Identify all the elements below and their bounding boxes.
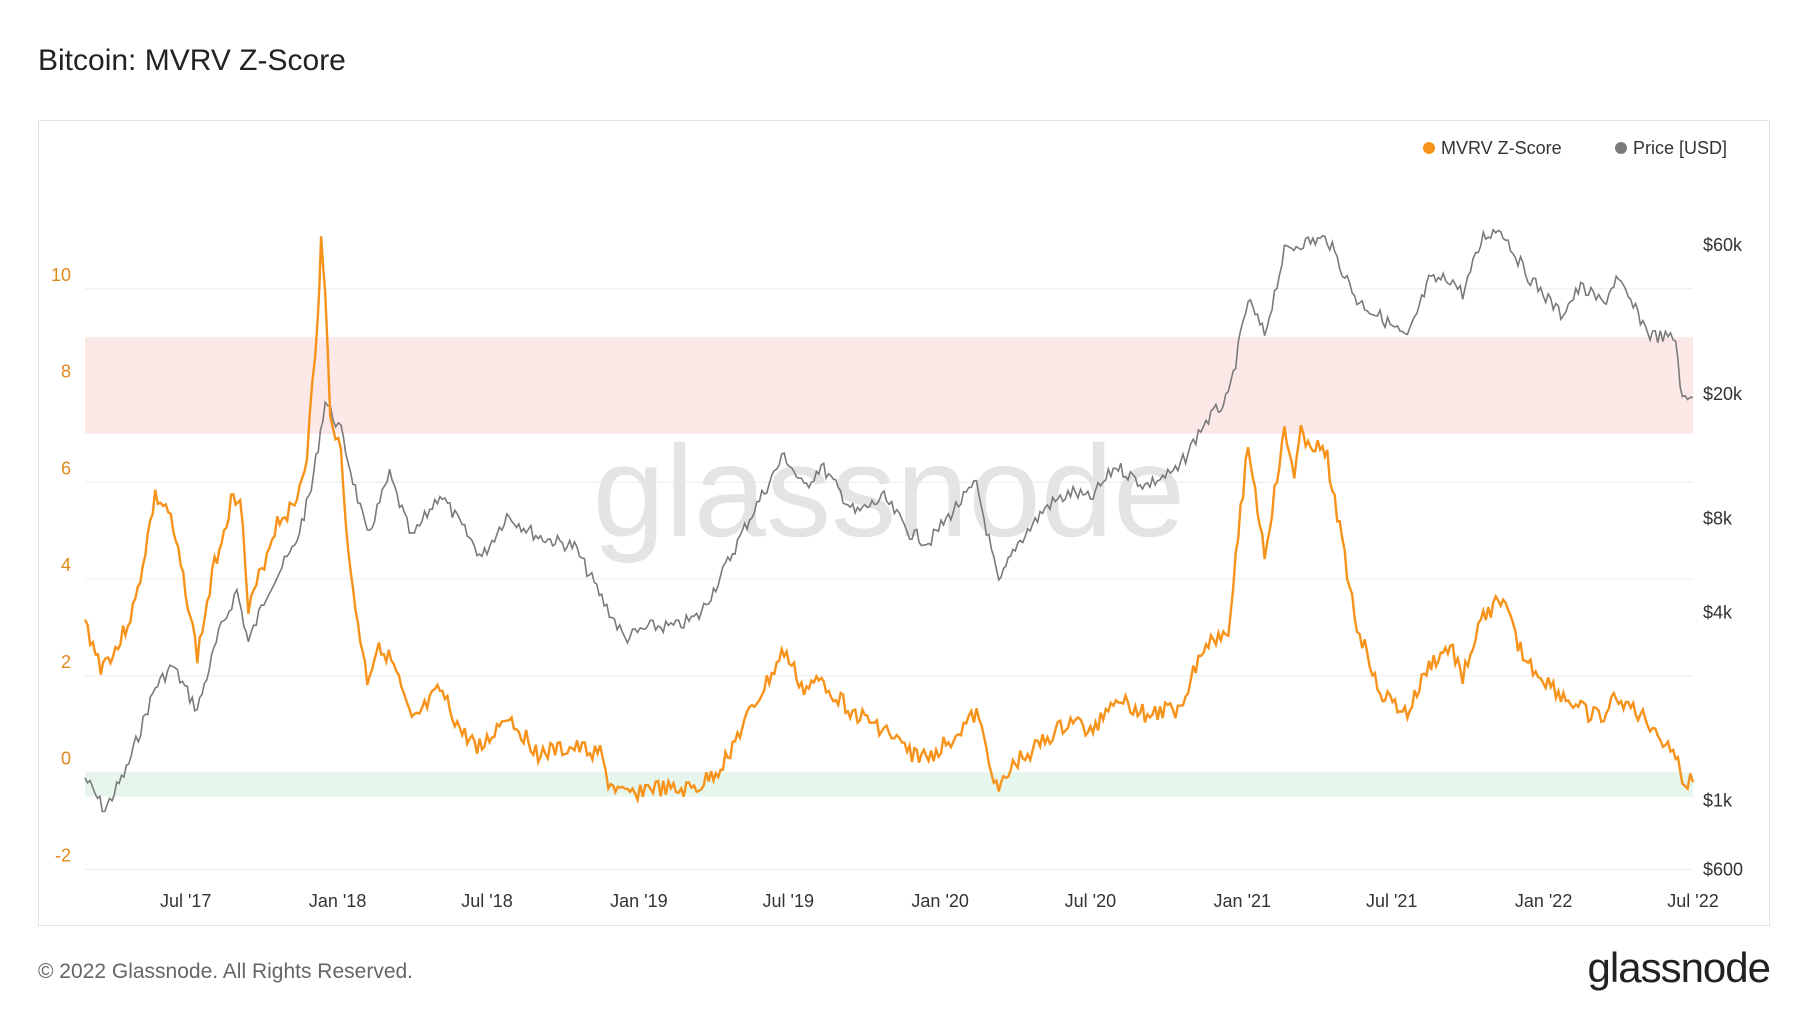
left-axis-tick-label: 0 [61,749,71,769]
x-axis-tick-label: Jan '19 [610,891,667,911]
left-axis-tick-label: 2 [61,652,71,672]
left-axis-tick-label: 6 [61,458,71,478]
chart-title: Bitcoin: MVRV Z-Score [38,44,346,77]
copyright-footer: © 2022 Glassnode. All Rights Reserved. [38,960,414,983]
left-axis-tick-label: 4 [61,555,71,575]
right-axis-tick-label: $20k [1703,384,1743,404]
x-axis-tick-label: Jul '17 [160,891,211,911]
right-axis-tick-label: $8k [1703,508,1733,528]
x-axis-tick-label: Jul '18 [461,891,512,911]
legend-label-mvrv: MVRV Z-Score [1441,138,1562,158]
legend-label-price: Price [USD] [1633,138,1727,158]
x-axis-tick-label: Jul '21 [1366,891,1417,911]
price-line [84,227,1694,813]
chart-panel: glassnode -2 0 2 4 6 8 10 $600 $1k $4k $8k $20k $60k J… [38,120,1770,926]
right-axis-tick-label: $1k [1703,790,1733,810]
watermark: glassnode [593,418,1186,564]
mvrv-zscore-line [83,236,1695,805]
x-axis-tick-label: Jul '19 [763,891,814,911]
x-axis-tick-label: Jan '18 [309,891,366,911]
left-axis-tick-label: 10 [51,265,71,285]
left-axis-tick-label: 8 [61,362,71,382]
left-axis-tick-label: -2 [55,845,71,865]
legend-marker-mvrv [1423,142,1435,154]
right-axis-tick-label: $60k [1703,235,1743,255]
legend-marker-price [1615,142,1627,154]
glassnode-logo[interactable]: glassnode [1587,944,1771,991]
x-axis-tick-label: Jan '20 [911,891,968,911]
overvalued-band [85,337,1693,434]
right-axis-tick-label: $600 [1703,860,1743,880]
right-axis-tick-label: $4k [1703,602,1733,622]
x-axis-tick-label: Jan '21 [1214,891,1271,911]
x-axis-tick-label: Jan '22 [1515,891,1572,911]
x-axis-tick-label: Jul '22 [1667,891,1718,911]
undervalued-band [85,772,1693,797]
chart-svg[interactable]: glassnode -2 0 2 4 6 8 10 $600 $1k $4k $8k $20k $60k J… [39,121,1769,925]
x-axis-tick-label: Jul '20 [1065,891,1116,911]
